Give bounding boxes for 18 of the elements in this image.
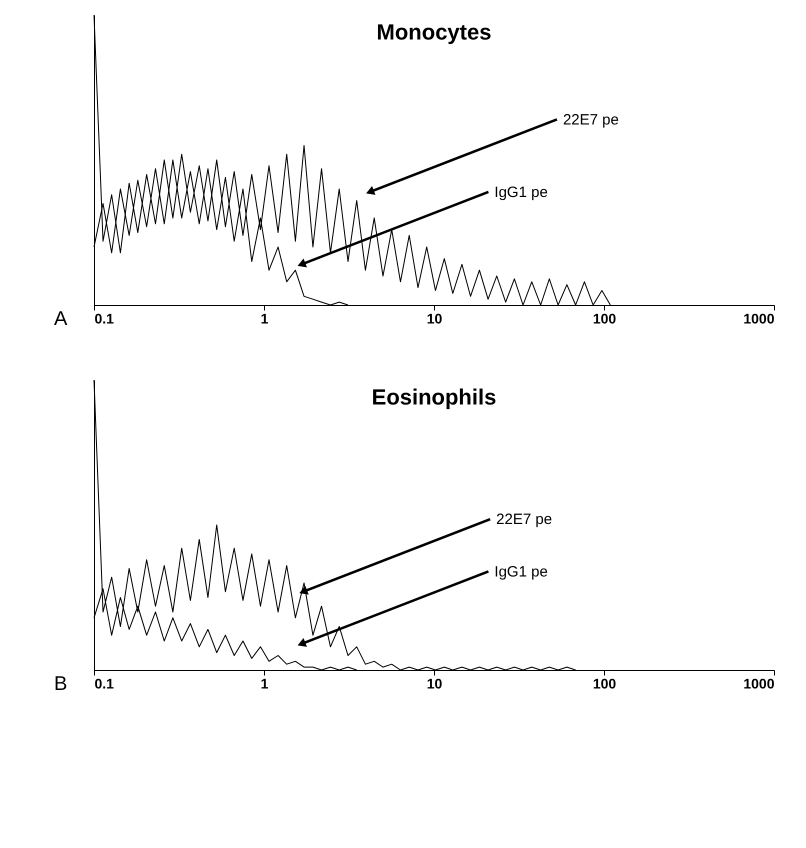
- x-tick-label: 10: [426, 676, 442, 692]
- annotation: IgG1 pe: [494, 184, 548, 201]
- x-tick-label: 0.1: [94, 310, 114, 326]
- chart-title: Eosinophils: [372, 384, 496, 410]
- x-tick-label: 1000: [743, 676, 775, 692]
- annotation: 22E7 pe: [562, 111, 619, 128]
- x-tick-label: 1: [260, 676, 269, 692]
- text: B: [54, 673, 68, 695]
- x-tick-label: 100: [592, 310, 616, 326]
- x-tick-label: 10: [426, 310, 442, 326]
- annotation: IgG1 pe: [494, 563, 548, 580]
- x-tick-label: 100: [592, 676, 616, 692]
- x-tick-label: 0.1: [94, 676, 114, 692]
- x-tick-label: 1000: [743, 310, 775, 326]
- text: A: [54, 308, 68, 330]
- chart-title: Monocytes: [376, 20, 492, 44]
- x-tick-label: 1: [260, 310, 269, 326]
- annotation: 22E7 pe: [496, 511, 552, 528]
